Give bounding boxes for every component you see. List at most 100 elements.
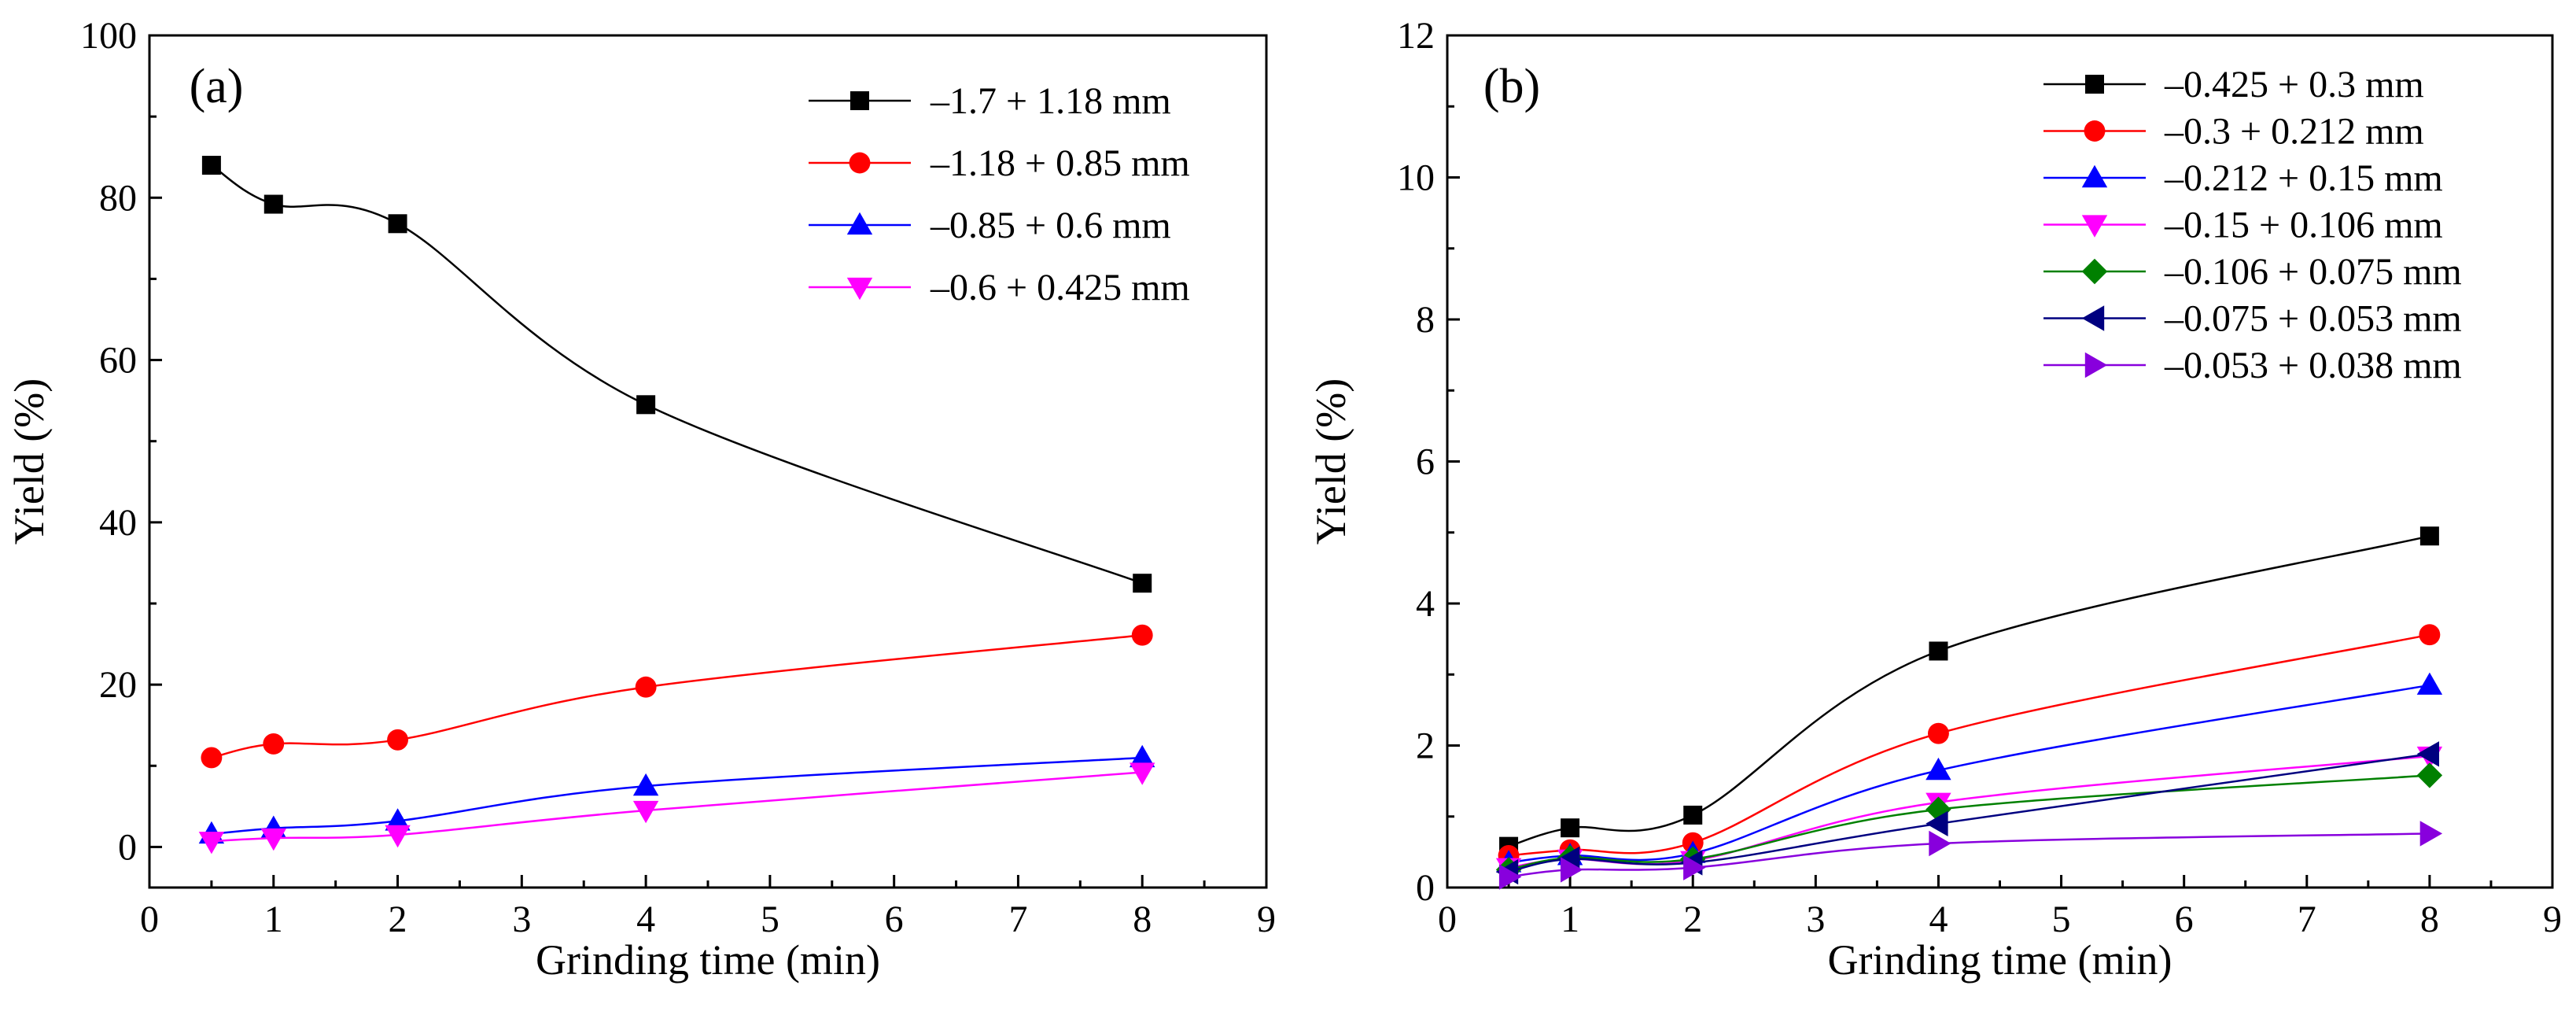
legend-label: –0.212 + 0.15 mm — [2164, 157, 2443, 199]
legend-label: –0.6 + 0.425 mm — [930, 267, 1190, 308]
y-tick-label: 0 — [1416, 867, 1435, 909]
series-line — [211, 633, 1143, 759]
data-point — [263, 733, 285, 755]
data-point — [2419, 821, 2443, 847]
series-line — [211, 756, 1143, 836]
data-point — [632, 773, 659, 796]
data-point — [2416, 762, 2443, 788]
x-tick-label: 2 — [1683, 899, 1702, 940]
legend-label: –0.075 + 0.053 mm — [2164, 298, 2462, 340]
x-axis-title: Grinding time (min) — [1828, 936, 2172, 984]
legend-label: –0.15 + 0.106 mm — [2164, 205, 2443, 246]
y-tick-label: 40 — [99, 502, 137, 544]
series-line — [1508, 774, 2430, 871]
y-tick-label: 6 — [1416, 441, 1435, 483]
data-point — [1683, 805, 1703, 825]
legend-marker — [2081, 258, 2108, 285]
legend-label: –0.425 + 0.3 mm — [2164, 64, 2424, 105]
legend-marker — [2084, 352, 2108, 378]
data-point — [2419, 624, 2441, 646]
x-tick-label: 9 — [1257, 899, 1276, 940]
y-tick-label: 80 — [99, 177, 137, 219]
data-point — [1131, 624, 1153, 646]
legend-marker — [849, 152, 871, 174]
x-tick-label: 1 — [264, 899, 283, 940]
y-tick-label: 8 — [1416, 299, 1435, 341]
data-point — [1561, 818, 1580, 838]
x-tick-label: 7 — [1008, 899, 1027, 940]
legend-marker — [2085, 75, 2104, 94]
legend-label: –0.053 + 0.038 mm — [2164, 345, 2462, 386]
data-point — [1926, 810, 1948, 836]
legend-marker — [2081, 305, 2105, 331]
legend-marker — [2081, 164, 2108, 188]
series-4 — [198, 762, 1155, 854]
y-tick-label: 4 — [1416, 583, 1435, 625]
data-point — [1929, 830, 1951, 857]
panel-label: (b) — [1483, 60, 1540, 113]
series-line — [1508, 633, 2430, 857]
data-point — [198, 832, 225, 854]
data-point — [635, 676, 657, 698]
x-tick-label: 5 — [2052, 899, 2071, 940]
x-tick-label: 4 — [636, 899, 655, 940]
data-point — [1133, 574, 1152, 593]
x-tick-label: 4 — [1929, 899, 1948, 940]
x-tick-label: 7 — [2298, 899, 2316, 940]
x-tick-label: 5 — [761, 899, 779, 940]
data-point — [387, 729, 408, 751]
data-point — [1928, 722, 1949, 744]
x-tick-label: 6 — [885, 899, 904, 940]
x-tick-label: 1 — [1561, 899, 1579, 940]
x-tick-label: 3 — [512, 899, 531, 940]
data-point — [201, 747, 223, 769]
y-tick-label: 10 — [1397, 157, 1435, 199]
series-line — [1508, 832, 2430, 878]
series-line — [1508, 753, 2430, 873]
data-point — [1130, 744, 1155, 768]
x-tick-label: 3 — [1806, 899, 1825, 940]
data-point — [260, 828, 286, 851]
x-tick-label: 8 — [1133, 899, 1152, 940]
y-axis-title: Yield (%) — [6, 378, 53, 544]
series-2 — [201, 624, 1153, 769]
data-point — [1561, 857, 1583, 883]
legend-marker — [846, 212, 873, 235]
data-point — [2416, 672, 2443, 695]
series-3 — [198, 744, 1155, 844]
legend-label: –0.85 + 0.6 mm — [930, 205, 1171, 246]
series-line — [211, 771, 1143, 843]
legend-marker — [846, 277, 873, 301]
data-point — [1929, 641, 1948, 661]
x-tick-label: 0 — [1438, 899, 1457, 940]
y-tick-label: 12 — [1397, 15, 1435, 57]
legend-label: –1.7 + 1.18 mm — [930, 80, 1171, 122]
x-tick-label: 8 — [2420, 899, 2439, 940]
x-tick-label: 0 — [140, 899, 159, 940]
series-1 — [201, 156, 1152, 593]
panel-label: (a) — [190, 60, 244, 113]
data-point — [2416, 741, 2439, 767]
y-tick-label: 60 — [99, 340, 137, 382]
data-point — [1926, 796, 1951, 822]
data-point — [1498, 864, 1522, 890]
data-point — [1926, 757, 1951, 781]
x-axis-title: Grinding time (min) — [536, 936, 880, 984]
data-point — [263, 194, 283, 214]
legend-marker — [2081, 215, 2108, 238]
series-7 — [1498, 821, 2443, 890]
legend-marker — [850, 91, 869, 110]
series-6 — [1495, 741, 2439, 885]
data-point — [1130, 762, 1155, 785]
data-point — [385, 808, 411, 831]
series-1 — [1499, 526, 2439, 856]
chart-panel-a: 0 1 2 3 4 5 6 7 8 9 0 20 40 60 80 100 Grinding time (min… — [6, 15, 1276, 984]
data-point — [2419, 526, 2439, 546]
data-point — [632, 800, 659, 824]
data-point — [636, 395, 656, 415]
x-tick-label: 2 — [389, 899, 407, 940]
legend-label: –0.106 + 0.075 mm — [2164, 251, 2462, 293]
data-point — [388, 214, 407, 234]
